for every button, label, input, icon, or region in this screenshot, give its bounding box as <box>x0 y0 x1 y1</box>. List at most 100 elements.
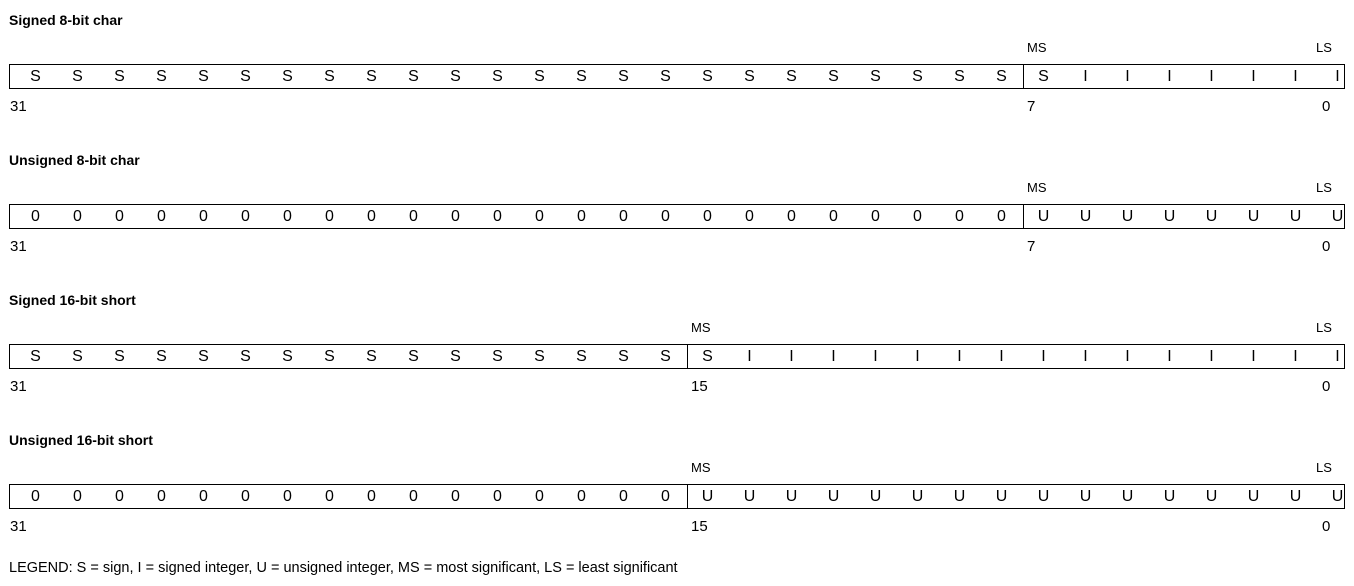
bit-cell: S <box>240 68 251 85</box>
bit-label-high: 31 <box>10 238 27 255</box>
bit-cell: U <box>1079 208 1092 225</box>
bit-cell: U <box>1247 488 1260 505</box>
bit-cell: 0 <box>325 488 334 505</box>
bit-cell: 0 <box>703 208 712 225</box>
ms-boundary-line <box>1023 65 1024 88</box>
bit-cell: I <box>1041 348 1046 365</box>
register-row: 0 0 0 0 0 0 0 0 0 0 0 0 0 0 0 0 0 0 0 0 0 0 0 0 U U U U U U U U <box>9 204 1345 229</box>
bit-cell: S <box>114 348 125 365</box>
bit-cell: I <box>747 348 752 365</box>
bit-cell: S <box>30 348 41 365</box>
bit-cell: S <box>72 68 83 85</box>
bit-cell: U <box>953 488 966 505</box>
bit-label-low: 0 <box>1322 98 1331 115</box>
bit-cell: S <box>534 68 545 85</box>
bit-cell: 0 <box>577 208 586 225</box>
bit-cell: 0 <box>31 488 40 505</box>
bit-cell: 0 <box>745 208 754 225</box>
bit-cell: U <box>1079 488 1092 505</box>
bit-cell: I <box>1125 68 1130 85</box>
bit-cell: S <box>366 68 377 85</box>
bit-cell: S <box>660 348 671 365</box>
bit-cell: S <box>954 68 965 85</box>
bit-cell: I <box>1083 68 1088 85</box>
bit-cell: 0 <box>493 208 502 225</box>
bit-cell: U <box>1163 208 1176 225</box>
bit-cell: 0 <box>31 208 40 225</box>
bit-cell: 0 <box>535 488 544 505</box>
legend: LEGEND: S = sign, I = signed integer, U … <box>9 560 678 576</box>
bit-cell: 0 <box>493 488 502 505</box>
bit-cell: 0 <box>913 208 922 225</box>
bit-cell: U <box>1163 488 1176 505</box>
bit-cell: S <box>702 68 713 85</box>
bit-cell: S <box>240 348 251 365</box>
bit-cell: I <box>1251 348 1256 365</box>
bit-cell: S <box>450 348 461 365</box>
bit-cell: 0 <box>451 488 460 505</box>
bit-cell: 0 <box>115 208 124 225</box>
bit-cell: I <box>1335 348 1340 365</box>
bit-cell: I <box>1209 348 1214 365</box>
bit-cell: U <box>1247 208 1260 225</box>
bit-cell: 0 <box>619 208 628 225</box>
bit-cell: 0 <box>241 488 250 505</box>
bit-cell: U <box>1037 488 1050 505</box>
bit-cell: U <box>701 488 714 505</box>
bit-cell: 0 <box>871 208 880 225</box>
bit-cell: U <box>869 488 882 505</box>
bit-cell: 0 <box>829 208 838 225</box>
bit-cell: S <box>618 348 629 365</box>
bit-label-high: 31 <box>10 518 27 535</box>
bit-cell: I <box>1293 68 1298 85</box>
ms-boundary-line <box>1023 205 1024 228</box>
bit-cell: S <box>324 68 335 85</box>
bit-cell: 0 <box>577 488 586 505</box>
ms-marker: MS <box>1027 180 1047 195</box>
bit-cell: 0 <box>73 208 82 225</box>
bit-cell: 0 <box>199 208 208 225</box>
bit-cell: I <box>1125 348 1130 365</box>
bit-cell: 0 <box>325 208 334 225</box>
bit-cell: S <box>534 348 545 365</box>
ms-marker: MS <box>691 320 711 335</box>
bit-cell: U <box>743 488 756 505</box>
bit-cell: I <box>1083 348 1088 365</box>
bit-cell: 0 <box>409 488 418 505</box>
bit-cell: I <box>1251 68 1256 85</box>
bit-cell: U <box>785 488 798 505</box>
bit-cell: U <box>1289 488 1302 505</box>
bit-cell: S <box>408 68 419 85</box>
bit-cell: U <box>1331 208 1344 225</box>
bit-cell: 0 <box>283 488 292 505</box>
bit-cell: S <box>492 348 503 365</box>
bit-cell: I <box>831 348 836 365</box>
ms-boundary-line <box>687 485 688 508</box>
bit-label-ms: 15 <box>691 378 708 395</box>
bit-cell: U <box>995 488 1008 505</box>
bit-cell: 0 <box>787 208 796 225</box>
bit-cell: I <box>789 348 794 365</box>
bit-cell: U <box>1289 208 1302 225</box>
bit-cell: U <box>827 488 840 505</box>
bit-cell: S <box>492 68 503 85</box>
ls-marker: LS <box>1316 320 1332 335</box>
bit-label-ms: 15 <box>691 518 708 535</box>
ls-marker: LS <box>1316 180 1332 195</box>
section-title: Unsigned 8-bit char <box>9 152 140 168</box>
bit-label-low: 0 <box>1322 518 1331 535</box>
register-row: 0 0 0 0 0 0 0 0 0 0 0 0 0 0 0 0 U U U U U U U U U U U U U U U U <box>9 484 1345 509</box>
bit-cell: 0 <box>955 208 964 225</box>
bit-label-ms: 7 <box>1027 238 1036 255</box>
bit-cell: S <box>786 68 797 85</box>
bit-cell: 0 <box>997 208 1006 225</box>
bit-cell: U <box>911 488 924 505</box>
bit-cell: 0 <box>535 208 544 225</box>
bit-cell: 0 <box>451 208 460 225</box>
bit-cell: S <box>660 68 671 85</box>
bit-cell: S <box>576 348 587 365</box>
bit-cell: I <box>1167 68 1172 85</box>
bit-label-high: 31 <box>10 98 27 115</box>
